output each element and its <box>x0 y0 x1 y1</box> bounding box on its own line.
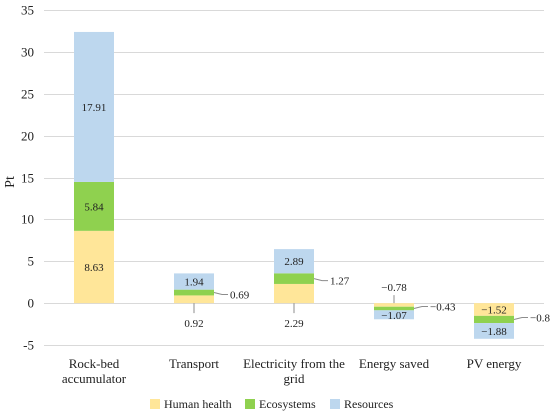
data-label: −1.52 <box>481 304 506 316</box>
y-tick-label: 0 <box>28 296 35 311</box>
category-labels: Rock-bed accumulator Transport Electricity … <box>62 356 522 386</box>
y-tick-label: 25 <box>21 87 34 102</box>
data-label: 0.69 <box>230 290 250 302</box>
bar-segment <box>474 303 514 316</box>
data-label: 2.29 <box>284 318 304 330</box>
y-tick-label: 10 <box>21 212 34 227</box>
category-label: PV energy <box>467 356 522 371</box>
legend-swatch <box>330 399 340 409</box>
bar-segment <box>374 310 414 320</box>
data-label: 2.89 <box>284 256 304 268</box>
bar-segment <box>74 230 114 304</box>
data-label: 1.94 <box>184 277 204 289</box>
data-label: −0.86 <box>530 312 550 324</box>
category-label: Transport <box>169 356 219 371</box>
data-label: 1.27 <box>330 276 350 288</box>
data-label: 0.92 <box>184 318 203 330</box>
legend-swatch <box>150 399 160 409</box>
bar-segment <box>474 315 514 324</box>
bar-segment <box>374 306 414 311</box>
y-tick-label: -5 <box>23 338 34 353</box>
y-tick-label: 5 <box>28 254 35 269</box>
bar-segment <box>174 289 214 296</box>
category-label: Rock-bed accumulator <box>62 356 127 386</box>
bar-segment <box>374 303 414 307</box>
bar-segment <box>274 249 314 274</box>
bar-segment <box>274 283 314 304</box>
bar-segment <box>74 181 114 231</box>
legend-label: Resources <box>344 397 394 411</box>
legend-label: Human health <box>164 397 232 411</box>
gridlines <box>44 10 544 346</box>
y-tick-label: 20 <box>21 129 34 144</box>
y-tick-label: 15 <box>21 171 34 186</box>
legend-item: Human health <box>150 397 232 411</box>
category-label: Electricity from the grid <box>243 356 345 386</box>
bar-segment <box>174 295 214 304</box>
data-label: 5.84 <box>84 201 104 213</box>
data-label: −0.43 <box>430 302 456 314</box>
y-tick-label: 30 <box>21 45 34 60</box>
bar-segment <box>474 323 514 339</box>
bars <box>74 31 514 339</box>
bar-segment <box>274 273 314 284</box>
legend-label: Ecosystems <box>259 397 316 411</box>
data-labels: 8.63 5.84 17.91 1.94 0.92 0.69 2.89 2.29 1.27 −0.… <box>82 102 550 338</box>
legend-swatch <box>245 399 255 409</box>
y-axis-ticks: -5 0 5 10 15 20 25 30 35 <box>21 3 34 353</box>
bar-segment <box>74 31 114 182</box>
legend: Human health Ecosystems Resources <box>150 397 394 411</box>
bar-segment <box>174 273 214 290</box>
data-label: −0.78 <box>381 282 407 294</box>
data-label: −1.88 <box>481 326 507 338</box>
leader-line <box>313 278 328 282</box>
category-label: Energy saved <box>359 356 430 371</box>
y-axis-title: Pt <box>3 176 18 188</box>
y-tick-label: 35 <box>21 3 34 18</box>
data-label: 8.63 <box>84 262 104 274</box>
leader-line <box>413 306 428 310</box>
data-label: −1.07 <box>381 310 407 322</box>
data-label: 17.91 <box>82 102 107 114</box>
legend-item: Resources <box>330 397 394 411</box>
legend-item: Ecosystems <box>245 397 316 411</box>
leader-line <box>513 316 528 320</box>
leader-line <box>213 292 228 296</box>
